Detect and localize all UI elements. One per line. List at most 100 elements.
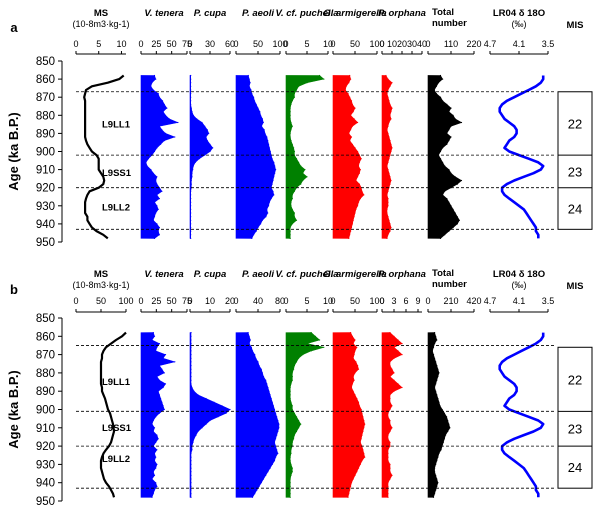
data-point xyxy=(289,118,291,120)
data-point xyxy=(190,223,192,225)
data-point xyxy=(251,496,254,498)
series-name: LR04 δ 18O xyxy=(493,8,545,19)
data-point xyxy=(289,226,291,229)
track-lr04-18o: LR04 δ 18O(‰) 4.7 4.1 3.5 xyxy=(484,8,554,239)
data-point xyxy=(360,438,362,440)
series-area xyxy=(381,332,403,498)
data-point xyxy=(193,438,195,440)
data-point xyxy=(347,93,349,95)
data-point xyxy=(393,357,395,359)
data-point xyxy=(196,118,198,120)
data-point xyxy=(434,386,436,389)
data-point xyxy=(254,354,256,356)
data-point xyxy=(190,335,192,337)
data-point xyxy=(300,423,302,425)
panel-label: a xyxy=(10,20,18,35)
data-point xyxy=(350,386,353,389)
data-point xyxy=(190,368,192,370)
data-point xyxy=(357,467,360,469)
data-point xyxy=(389,423,391,425)
data-point xyxy=(205,423,207,425)
data-point xyxy=(393,379,395,381)
x-tick-label: 40 xyxy=(253,296,263,306)
x-tick-label: 4.7 xyxy=(484,39,497,49)
data-point xyxy=(302,172,304,174)
data-point xyxy=(293,96,295,98)
data-point xyxy=(277,452,279,454)
data-point xyxy=(389,478,391,480)
data-point xyxy=(156,176,158,178)
data-point xyxy=(387,493,389,495)
data-point xyxy=(351,143,353,145)
x-tick-label: 0 xyxy=(425,39,430,49)
data-point xyxy=(158,365,160,367)
data-point xyxy=(271,158,273,160)
data-point xyxy=(437,376,439,378)
data-point xyxy=(266,136,268,138)
x-tick-label: 25 xyxy=(151,296,161,306)
data-point xyxy=(434,343,436,345)
series-area xyxy=(427,332,451,498)
data-point xyxy=(191,176,193,178)
data-point xyxy=(446,103,448,105)
series-area xyxy=(235,75,276,239)
y-tick-label: 940 xyxy=(36,219,55,231)
data-point xyxy=(293,365,295,367)
data-point xyxy=(323,346,325,348)
x-tick-label: 80 xyxy=(275,296,285,306)
data-point xyxy=(350,78,352,80)
data-point xyxy=(350,100,353,102)
data-point xyxy=(444,234,446,236)
y-tick-label: 940 xyxy=(36,478,55,490)
data-point xyxy=(197,394,199,396)
y-tick-label: 860 xyxy=(36,74,55,86)
data-point xyxy=(190,357,192,359)
data-point xyxy=(190,100,192,102)
data-point xyxy=(156,194,158,196)
y-tick-label: 880 xyxy=(36,368,55,380)
data-point xyxy=(155,467,157,469)
data-point xyxy=(386,129,388,131)
data-point xyxy=(253,234,255,236)
data-point xyxy=(293,93,295,95)
data-point xyxy=(190,212,192,214)
x-tick-label: 10 xyxy=(116,39,126,49)
data-point xyxy=(161,190,163,192)
data-point xyxy=(436,365,438,367)
data-point xyxy=(155,212,157,214)
data-point xyxy=(164,354,167,356)
data-point xyxy=(437,82,440,84)
data-point xyxy=(389,85,391,87)
data-point xyxy=(267,140,269,142)
data-point xyxy=(452,208,454,210)
data-point xyxy=(206,140,208,142)
y-tick-label: 910 xyxy=(36,165,55,177)
data-point xyxy=(157,208,159,210)
data-point xyxy=(153,460,156,462)
data-point xyxy=(157,438,159,440)
series-name: P. cupa xyxy=(194,269,227,280)
data-point xyxy=(206,129,208,131)
mis-stage-label: 22 xyxy=(568,372,582,387)
data-point xyxy=(356,471,358,473)
data-point xyxy=(293,438,295,440)
data-point xyxy=(362,449,364,451)
data-point xyxy=(152,89,154,91)
data-point xyxy=(387,482,389,484)
data-point xyxy=(448,111,450,113)
data-point xyxy=(260,125,263,127)
data-point xyxy=(260,114,262,116)
series-area xyxy=(285,332,324,498)
data-point xyxy=(289,237,291,239)
data-point xyxy=(174,361,176,363)
data-point xyxy=(387,485,389,487)
x-tick-label: 5 xyxy=(96,39,101,49)
series-area xyxy=(189,332,231,498)
data-point xyxy=(190,208,192,210)
data-point xyxy=(352,390,354,392)
data-point xyxy=(290,449,292,451)
x-tick-label: 210 xyxy=(443,296,458,306)
data-point xyxy=(290,205,292,207)
data-point xyxy=(290,140,292,142)
data-point xyxy=(362,430,364,433)
